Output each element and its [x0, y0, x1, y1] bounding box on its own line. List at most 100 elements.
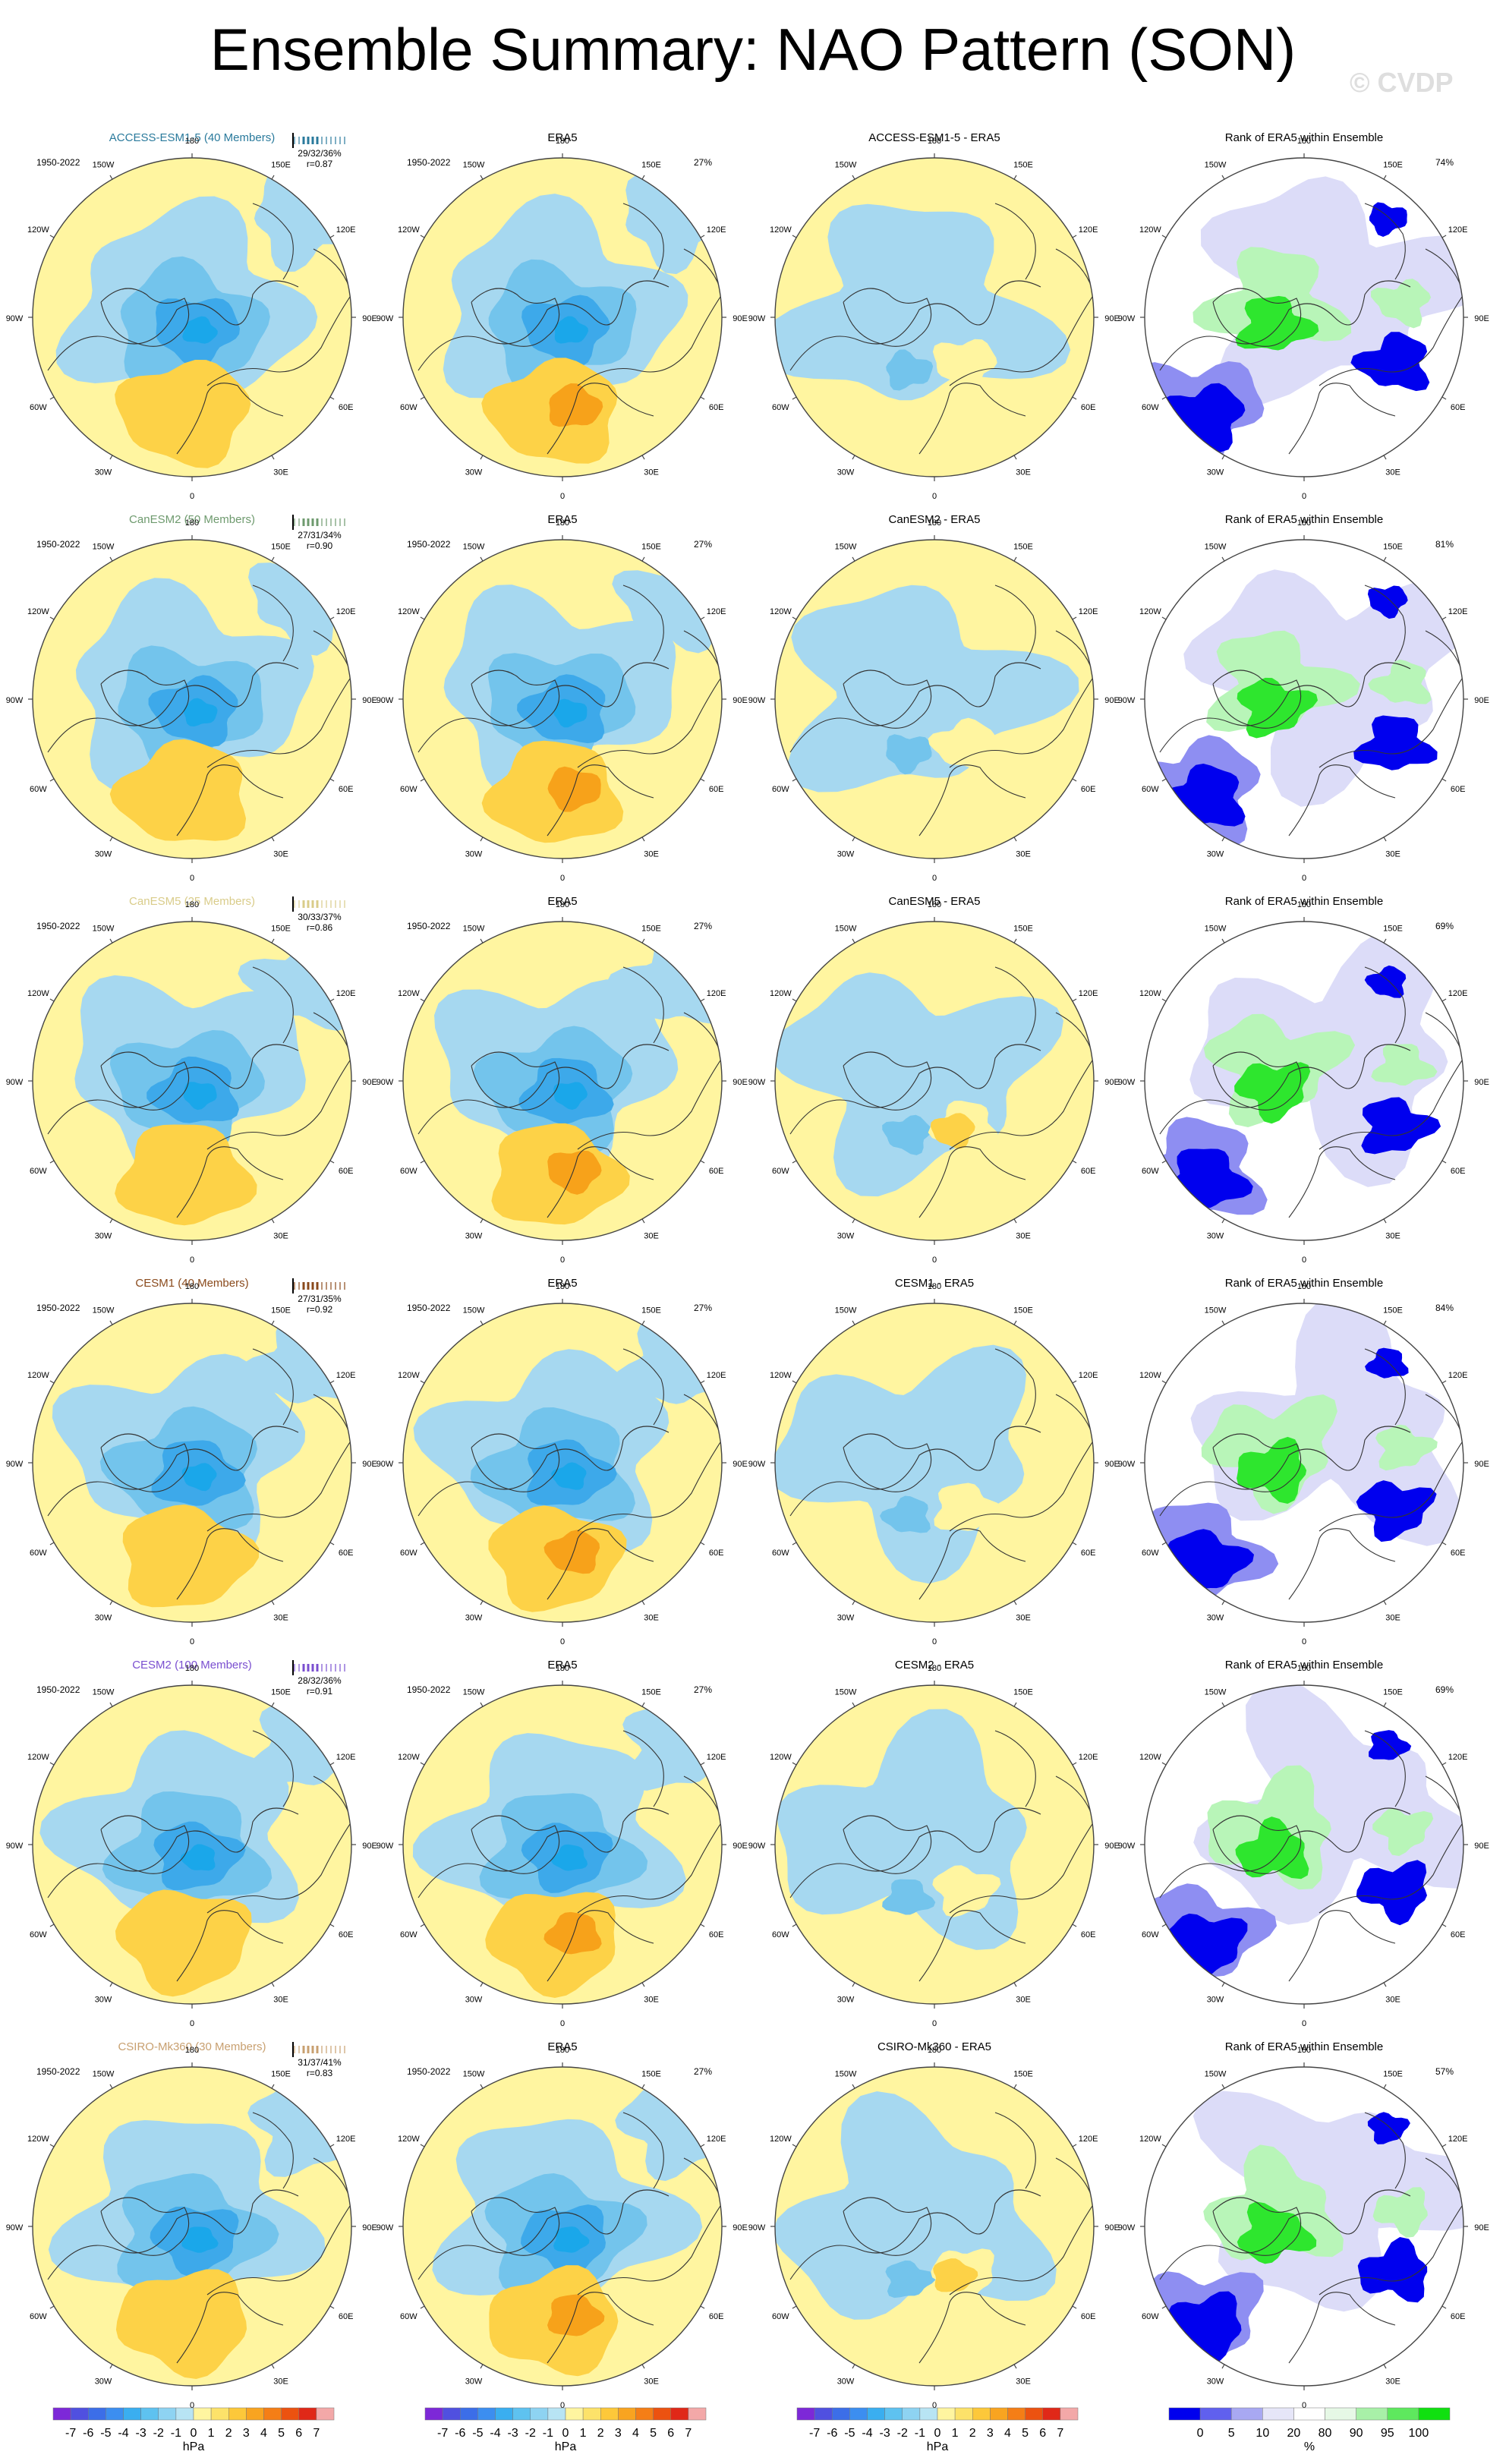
- lon-label: 60W: [30, 403, 47, 412]
- lon-tick: [1441, 396, 1447, 400]
- lon-label: 0: [1302, 1256, 1306, 1265]
- lon-tick: [641, 2364, 645, 2369]
- colorbar-label: -1: [543, 2427, 553, 2440]
- lon-label: 60E: [709, 785, 724, 794]
- lon-tick: [700, 1542, 705, 1546]
- lon-label: 0: [190, 2019, 194, 2028]
- obs-variance: 27%: [694, 1684, 712, 1695]
- lon-label: 30E: [1016, 1614, 1031, 1623]
- lon-label: 120W: [27, 607, 49, 616]
- lon-label: 120W: [770, 2135, 792, 2144]
- lon-tick: [1161, 778, 1167, 782]
- lon-tick: [109, 2364, 113, 2369]
- lon-tick: [1161, 2144, 1167, 2147]
- lon-tick: [49, 2305, 55, 2309]
- lon-label: 120W: [398, 225, 420, 235]
- difference-title: CanESM2 - ERA5: [889, 513, 981, 526]
- lon-tick: [271, 2084, 275, 2089]
- lon-label: 180: [928, 137, 941, 146]
- lon-label: 60E: [339, 1549, 354, 1558]
- coastlines: [417, 1730, 722, 1982]
- lon-tick: [271, 175, 275, 180]
- colorbar-swatch: [832, 2407, 850, 2421]
- lon-tick: [1161, 2305, 1167, 2309]
- lon-label: 180: [185, 1282, 199, 1291]
- rank-percent: 84%: [1435, 1303, 1454, 1313]
- lon-label: 180: [1297, 137, 1311, 146]
- lon-label: 90E: [1474, 1460, 1489, 1469]
- coastlines: [417, 1348, 722, 1600]
- coastline-east-asia: [622, 2112, 664, 2189]
- lon-label: 0: [560, 492, 565, 501]
- coastline-greenland: [100, 1051, 190, 1111]
- lon-label: 60W: [400, 403, 417, 412]
- polar-map: 180 150E 120E 90E 60E 30E 0 30W 60W 90W 120W 150W: [748, 518, 1120, 883]
- lon-tick: [1221, 175, 1225, 180]
- lon-tick: [1221, 1702, 1225, 1707]
- lon-label: 120E: [707, 2135, 726, 2144]
- lon-label: 90W: [748, 1460, 766, 1469]
- coastline-eurasia: [1319, 630, 1463, 768]
- colorbar-swatch: [530, 2407, 549, 2421]
- lon-label: 120E: [707, 989, 726, 998]
- lon-label: 90W: [748, 1842, 766, 1851]
- lon-label: 30W: [465, 1614, 483, 1623]
- lon-label: 30W: [837, 2377, 855, 2387]
- lon-tick: [852, 1702, 855, 1707]
- lon-tick: [1221, 1320, 1225, 1325]
- lon-tick: [480, 455, 484, 460]
- lon-tick: [1441, 235, 1447, 238]
- lon-label: 0: [190, 2401, 194, 2410]
- colorbar-label: -4: [862, 2427, 872, 2440]
- lon-tick: [271, 1218, 275, 1224]
- lon-tick: [792, 1762, 797, 1766]
- lon-tick: [700, 1160, 705, 1164]
- negative-contour-pacific: [622, 1700, 722, 1791]
- lon-tick: [1072, 2144, 1077, 2147]
- variance-bar: [292, 1660, 345, 1675]
- colorbar-label: 10: [1256, 2427, 1269, 2440]
- coastline-americas: [1159, 2189, 1411, 2280]
- polar-map: 180 150E 120E 90E 60E 30E 0 30W 60W 90W 120W 150W: [6, 2046, 377, 2410]
- coastline-east-asia: [1364, 203, 1406, 280]
- period-label: 1950-2022: [36, 2066, 80, 2077]
- lon-label: 150W: [463, 160, 485, 169]
- coastline-europe: [547, 1528, 654, 1600]
- lon-label: 60W: [1142, 1167, 1159, 1176]
- coastline-east-asia: [622, 1348, 664, 1426]
- lon-tick: [1441, 1380, 1447, 1384]
- lon-label: 90W: [376, 2223, 394, 2232]
- map-fill: [403, 540, 722, 859]
- lon-label: 60W: [30, 2312, 47, 2321]
- lon-label: 120E: [707, 607, 726, 616]
- colorbar-swatch: [460, 2407, 478, 2421]
- colorbar-swatch: [1042, 2407, 1061, 2421]
- lon-label: 90E: [1474, 1078, 1489, 1087]
- variance-percentiles: 31/37/41%: [298, 2057, 342, 2068]
- map-fill: [1145, 1685, 1463, 2004]
- lon-tick: [1441, 1542, 1447, 1546]
- coastline-eurasia: [949, 2157, 1094, 2295]
- positive-contour-atlantic: [481, 358, 618, 464]
- colorbar-unit: hPa: [927, 2440, 949, 2453]
- coastline-americas: [47, 280, 299, 371]
- lon-tick: [1161, 1924, 1167, 1927]
- lon-label: 90W: [6, 1078, 24, 1087]
- coastlines: [789, 966, 1094, 1218]
- colorbar-label: 2: [969, 2427, 976, 2440]
- lon-tick: [271, 837, 275, 842]
- coastlines: [1159, 966, 1463, 1218]
- lon-tick: [852, 1982, 855, 1987]
- lon-label: 150E: [1013, 1306, 1033, 1315]
- colorbar-label: 3: [243, 2427, 250, 2440]
- coastline-europe: [547, 1146, 654, 1218]
- lon-label: 30W: [95, 1996, 112, 2005]
- lon-label: 90W: [6, 696, 24, 705]
- lon-label: 60E: [709, 1930, 724, 1939]
- lon-label: 60E: [339, 1930, 354, 1939]
- lon-label: 60W: [772, 1930, 789, 1939]
- coastline-americas: [789, 1807, 1041, 1898]
- lon-tick: [1221, 837, 1225, 842]
- colorbar-swatch: [477, 2407, 496, 2421]
- lon-tick: [480, 2084, 484, 2089]
